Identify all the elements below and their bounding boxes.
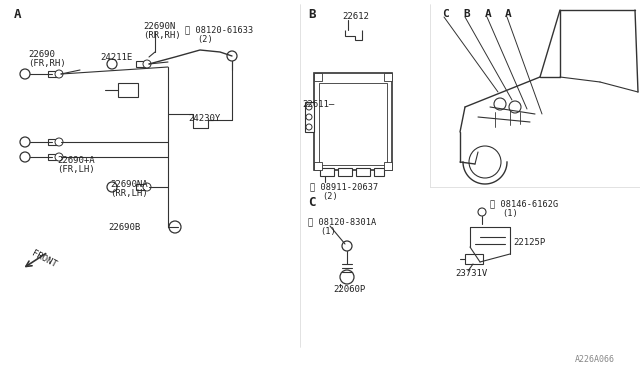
Circle shape (169, 221, 181, 233)
Text: 23731V: 23731V (455, 269, 487, 279)
Bar (136, 184, 145, 190)
Text: FRONT: FRONT (30, 249, 58, 269)
Circle shape (494, 98, 506, 110)
Text: (2): (2) (322, 192, 338, 201)
Circle shape (469, 146, 501, 178)
Text: 22690B: 22690B (108, 222, 140, 231)
Bar (465, 254, 483, 264)
Bar (48, 139, 57, 145)
Circle shape (143, 183, 151, 191)
Text: A226A066: A226A066 (575, 356, 615, 365)
Text: 22060P: 22060P (333, 285, 365, 295)
Text: 22612: 22612 (342, 12, 369, 20)
Text: 22690+A: 22690+A (57, 155, 95, 164)
Text: A: A (14, 7, 22, 20)
Circle shape (306, 114, 312, 120)
Bar (48, 71, 57, 77)
Bar (384, 73, 392, 81)
Circle shape (107, 182, 117, 192)
Text: (2): (2) (197, 35, 212, 44)
Text: (RR,LH): (RR,LH) (110, 189, 148, 198)
Bar (314, 73, 392, 170)
Circle shape (20, 137, 30, 147)
Bar (314, 162, 322, 170)
Circle shape (478, 208, 486, 216)
Text: C: C (308, 196, 316, 208)
Text: (FR,LH): (FR,LH) (57, 164, 95, 173)
Bar (118, 83, 138, 97)
Bar (136, 61, 145, 67)
Circle shape (20, 152, 30, 162)
Text: Ⓑ 08120-8301A: Ⓑ 08120-8301A (308, 218, 376, 227)
Circle shape (340, 270, 354, 284)
Text: (1): (1) (502, 208, 518, 218)
Text: 24230Y: 24230Y (188, 113, 220, 122)
Circle shape (227, 51, 237, 61)
Text: B: B (463, 9, 470, 19)
Text: 22611—: 22611— (302, 99, 334, 109)
Bar (320, 168, 334, 176)
Text: (FR,RH): (FR,RH) (28, 58, 66, 67)
Circle shape (20, 69, 30, 79)
Bar (356, 168, 370, 176)
Text: 22125P: 22125P (513, 237, 545, 247)
Circle shape (107, 59, 117, 69)
Text: C: C (442, 9, 449, 19)
Bar (384, 162, 392, 170)
Text: Ⓑ 08146-6162G: Ⓑ 08146-6162G (490, 199, 558, 208)
Text: 24211E: 24211E (100, 52, 132, 61)
Bar (314, 73, 322, 81)
Text: (RR,RH): (RR,RH) (143, 31, 180, 39)
Text: 22690NA: 22690NA (110, 180, 148, 189)
Circle shape (55, 153, 63, 161)
Text: Ⓝ 08911-20637: Ⓝ 08911-20637 (310, 183, 378, 192)
Bar (338, 168, 352, 176)
Bar (319, 83, 387, 165)
Circle shape (306, 124, 312, 130)
Circle shape (509, 101, 521, 113)
Text: Ⓑ 08120-61633: Ⓑ 08120-61633 (185, 26, 253, 35)
Text: A: A (505, 9, 512, 19)
Bar (374, 168, 384, 176)
Text: 22690N: 22690N (143, 22, 175, 31)
Polygon shape (345, 30, 362, 40)
Bar (305, 102, 314, 132)
Text: (1): (1) (320, 227, 336, 235)
Bar (48, 154, 57, 160)
Circle shape (55, 138, 63, 146)
Circle shape (306, 104, 312, 110)
Circle shape (143, 60, 151, 68)
Circle shape (55, 70, 63, 78)
Text: B: B (308, 7, 316, 20)
Text: 22690: 22690 (28, 49, 55, 58)
Text: A: A (485, 9, 492, 19)
Circle shape (342, 241, 352, 251)
